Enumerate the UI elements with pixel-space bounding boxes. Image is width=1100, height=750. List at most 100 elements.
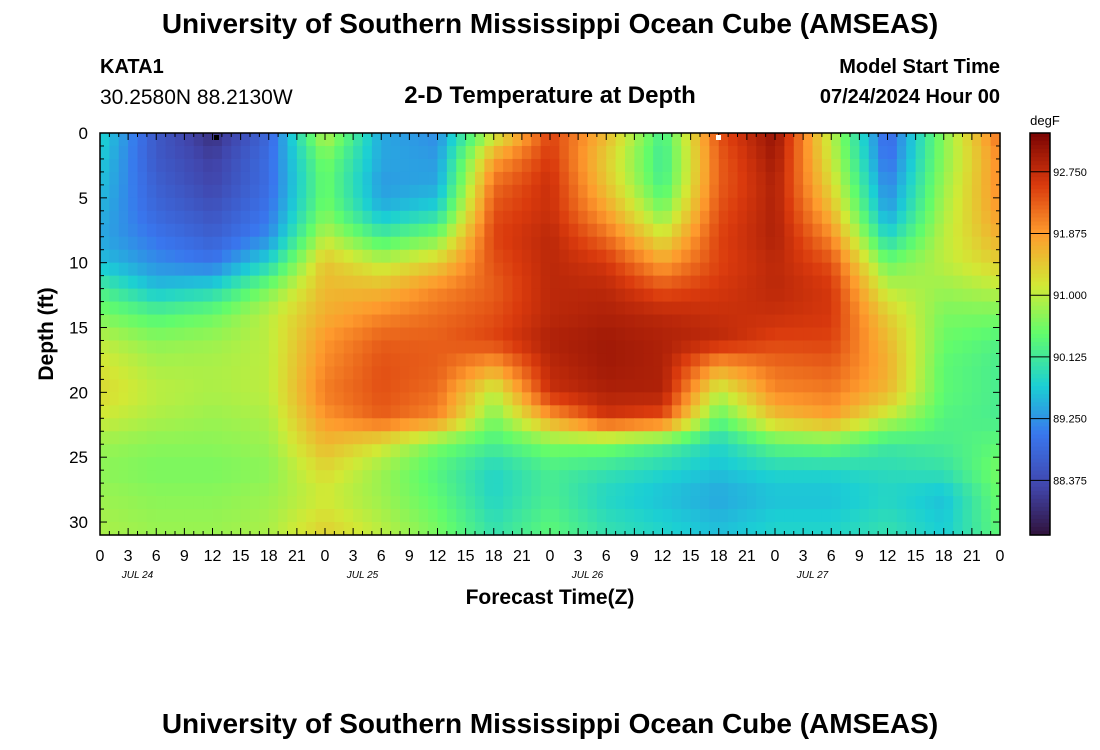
heatmap-cell bbox=[184, 314, 195, 329]
heatmap-cell bbox=[137, 522, 148, 536]
heatmap-cell bbox=[728, 158, 739, 173]
heatmap-cell bbox=[671, 275, 682, 290]
heatmap-cell bbox=[578, 145, 589, 160]
heatmap-cell bbox=[362, 158, 373, 173]
heatmap-cell bbox=[971, 405, 982, 419]
heatmap-cell bbox=[596, 366, 607, 380]
heatmap-cell bbox=[868, 262, 879, 277]
heatmap-cell bbox=[925, 340, 935, 355]
heatmap-cell bbox=[381, 145, 392, 160]
heatmap-cell bbox=[278, 197, 289, 212]
heatmap-cell bbox=[109, 301, 120, 316]
heatmap-cell bbox=[653, 197, 664, 212]
heatmap-cell bbox=[943, 522, 954, 536]
heatmap-cell bbox=[971, 275, 982, 290]
heatmap-cell bbox=[662, 145, 673, 160]
heatmap-cell bbox=[737, 314, 748, 329]
colorbar-segment bbox=[1030, 506, 1050, 512]
heatmap-cell bbox=[690, 184, 701, 199]
heatmap-cell bbox=[353, 405, 364, 419]
heatmap-cell bbox=[512, 236, 523, 251]
heatmap-cell bbox=[896, 522, 907, 536]
heatmap-cell bbox=[737, 509, 748, 523]
heatmap-cell bbox=[343, 301, 354, 316]
heatmap-cell bbox=[175, 145, 185, 160]
heatmap-cell bbox=[250, 353, 260, 368]
heatmap-cell bbox=[690, 444, 701, 458]
x-tick-label: 12 bbox=[429, 548, 447, 565]
heatmap-cell bbox=[859, 509, 870, 523]
heatmap-cell bbox=[381, 483, 392, 497]
heatmap-cell bbox=[259, 262, 270, 277]
heatmap-cell bbox=[484, 210, 495, 225]
heatmap-cell bbox=[653, 133, 664, 147]
heatmap-cell bbox=[484, 288, 495, 303]
heatmap-cell bbox=[306, 327, 317, 342]
heatmap-cell bbox=[615, 470, 626, 484]
heatmap-cell bbox=[221, 327, 232, 342]
heatmap-cell bbox=[906, 496, 917, 510]
heatmap-cell bbox=[446, 158, 457, 173]
heatmap-cell bbox=[203, 133, 214, 147]
heatmap-cell bbox=[868, 171, 879, 186]
heatmap-cell bbox=[943, 392, 954, 406]
heatmap-cell bbox=[334, 444, 345, 458]
heatmap-cell bbox=[156, 171, 167, 186]
heatmap-cell bbox=[887, 366, 898, 380]
heatmap-cell bbox=[737, 483, 748, 497]
heatmap-cell bbox=[128, 262, 139, 277]
heatmap-cell bbox=[250, 366, 260, 380]
heatmap-cell bbox=[840, 249, 851, 264]
heatmap-cell bbox=[625, 184, 635, 199]
heatmap-cell bbox=[418, 496, 429, 510]
heatmap-cell bbox=[315, 145, 326, 160]
heatmap-cell bbox=[896, 509, 907, 523]
heatmap-cell bbox=[250, 314, 260, 329]
heatmap-cell bbox=[390, 392, 401, 406]
heatmap-cell bbox=[587, 405, 598, 419]
heatmap-cell bbox=[793, 171, 804, 186]
heatmap-cell bbox=[250, 405, 260, 419]
heatmap-cell bbox=[353, 184, 364, 199]
heatmap-cell bbox=[690, 379, 701, 393]
heatmap-cell bbox=[250, 444, 260, 458]
heatmap-cell bbox=[493, 171, 504, 186]
heatmap-cell bbox=[821, 158, 832, 173]
heatmap-cell bbox=[100, 236, 110, 251]
heatmap-cell bbox=[568, 509, 579, 523]
heatmap-cell bbox=[765, 210, 776, 225]
model-start-value: 07/24/2024 Hour 00 bbox=[819, 86, 1000, 108]
heatmap-cell bbox=[840, 392, 851, 406]
heatmap-cell bbox=[990, 223, 1001, 238]
heatmap-cell bbox=[203, 145, 214, 160]
heatmap-cell bbox=[400, 236, 410, 251]
heatmap-cell bbox=[934, 158, 945, 173]
heatmap-cell bbox=[765, 184, 776, 199]
heatmap-cell bbox=[296, 392, 307, 406]
heatmap-cell bbox=[831, 509, 842, 523]
heatmap-cell bbox=[343, 275, 354, 290]
heatmap-cell bbox=[212, 236, 223, 251]
heatmap-cell bbox=[334, 418, 345, 432]
heatmap-cell bbox=[606, 509, 617, 523]
heatmap-cell bbox=[296, 223, 307, 238]
heatmap-cell bbox=[418, 275, 429, 290]
heatmap-cell bbox=[690, 262, 701, 277]
heatmap-cell bbox=[981, 184, 992, 199]
heatmap-cell bbox=[250, 197, 260, 212]
heatmap-cell bbox=[465, 470, 476, 484]
heatmap-cell bbox=[503, 470, 514, 484]
heatmap-cell bbox=[165, 236, 176, 251]
heatmap-cell bbox=[418, 457, 429, 471]
heatmap-cell bbox=[184, 288, 195, 303]
heatmap-cell bbox=[700, 366, 710, 380]
heatmap-cell bbox=[221, 236, 232, 251]
heatmap-cell bbox=[737, 133, 748, 147]
heatmap-cell bbox=[990, 483, 1001, 497]
heatmap-cell bbox=[746, 496, 757, 510]
heatmap-cell bbox=[531, 340, 542, 355]
heatmap-cell bbox=[231, 301, 242, 316]
heatmap-cell bbox=[681, 262, 692, 277]
heatmap-cell bbox=[803, 327, 814, 342]
heatmap-cell bbox=[625, 262, 635, 277]
